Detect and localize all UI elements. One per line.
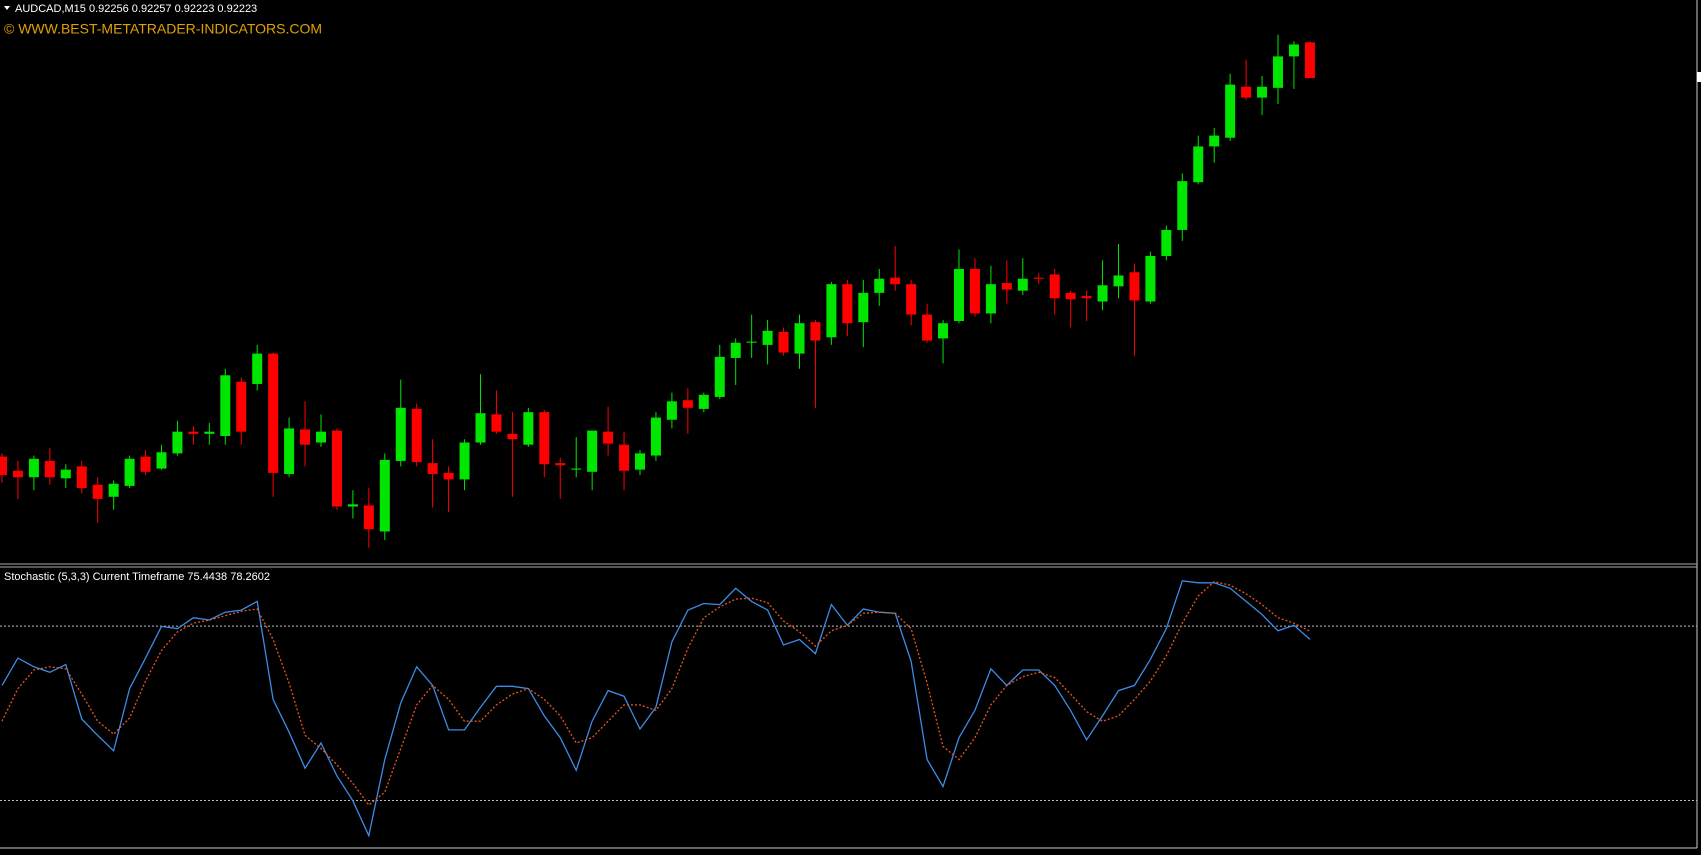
- candle-body: [475, 413, 486, 443]
- candle-body: [76, 466, 87, 489]
- price-marker: [1697, 72, 1701, 82]
- candle-body: [331, 430, 342, 507]
- candle-body: [762, 330, 773, 345]
- candle-body: [666, 401, 677, 420]
- candle-body: [938, 323, 949, 339]
- candle-body: [555, 463, 566, 466]
- candle-body: [1113, 275, 1124, 287]
- candle-body: [220, 375, 231, 437]
- candle-body: [12, 470, 23, 478]
- candle-body: [156, 452, 167, 469]
- candle-body: [858, 292, 869, 323]
- stochastic-line: [1, 580, 1311, 838]
- menu-triangle: [4, 6, 10, 10]
- candle-body: [316, 431, 326, 443]
- candle-body: [826, 284, 837, 338]
- candle-body: [650, 417, 661, 456]
- candle-body: [842, 284, 853, 324]
- candle-body: [491, 414, 502, 432]
- candle-body: [1177, 181, 1188, 230]
- candle-body: [60, 469, 71, 479]
- candle-body: [1017, 278, 1028, 291]
- candle-body: [523, 412, 534, 445]
- candle-body: [1065, 292, 1076, 300]
- candle-body: [1001, 283, 1012, 290]
- candle-body: [379, 459, 390, 532]
- candle-body: [188, 431, 199, 434]
- candle-body: [922, 314, 933, 341]
- candle-body: [985, 284, 996, 314]
- candle-body: [0, 456, 7, 476]
- candle-body: [363, 505, 374, 530]
- candle-body: [108, 483, 119, 497]
- candle-body: [140, 456, 151, 472]
- candle-body: [268, 353, 279, 473]
- candle-body: [954, 268, 964, 322]
- candle-body: [587, 430, 598, 472]
- indicator-title: Stochastic (5,3,3) Current Timeframe 75.…: [4, 571, 270, 583]
- candle-body: [778, 331, 789, 353]
- candle-body: [252, 353, 263, 384]
- candle-body: [969, 268, 980, 314]
- candle-body: [539, 412, 550, 465]
- candle-body: [682, 400, 693, 408]
- candle-body: [1225, 84, 1236, 138]
- candle-body: [92, 484, 103, 499]
- candle-body: [1049, 274, 1060, 299]
- candle-body: [1129, 272, 1140, 301]
- candle-body: [1193, 146, 1204, 183]
- candle-body: [698, 394, 709, 409]
- candle-body: [1209, 135, 1220, 147]
- candle-body: [204, 431, 215, 434]
- candle-body: [730, 342, 741, 358]
- candle-body: [124, 458, 135, 486]
- candle-body: [906, 284, 917, 315]
- candle-body: [1145, 255, 1156, 302]
- candle-body: [794, 323, 805, 354]
- candle-body: [571, 468, 582, 470]
- candle-body: [427, 463, 438, 474]
- watermark: © WWW.BEST-METATRADER-INDICATORS.COM: [4, 21, 322, 37]
- candle-body: [1097, 285, 1108, 302]
- candle-body: [890, 277, 901, 285]
- stochastic-line: [1, 580, 1311, 807]
- candle-body: [459, 442, 470, 480]
- candle-body: [1161, 229, 1172, 256]
- candle-body: [395, 407, 406, 461]
- candle-body: [746, 341, 757, 343]
- candle-body: [1288, 44, 1299, 57]
- candle-body: [347, 504, 358, 507]
- candle-body: [619, 444, 630, 471]
- candle-body: [603, 431, 614, 444]
- candle-body: [810, 322, 821, 341]
- candle-body: [1257, 86, 1268, 98]
- candle-body: [507, 433, 518, 440]
- candle-body: [443, 472, 454, 480]
- candle-body: [300, 429, 311, 445]
- candle-body: [635, 453, 645, 470]
- candle-body: [236, 381, 247, 432]
- symbol-header: AUDCAD,M15 0.92256 0.92257 0.92223 0.922…: [15, 3, 257, 15]
- candle-body: [1241, 86, 1252, 98]
- candle-body: [1273, 56, 1283, 88]
- candle-body: [1081, 296, 1092, 299]
- candle-body: [1033, 277, 1044, 279]
- candle-body: [714, 356, 725, 397]
- candle-body: [28, 458, 39, 478]
- candle-body: [874, 278, 885, 293]
- candle-body: [1304, 42, 1315, 79]
- candle-body: [284, 428, 295, 474]
- candle-body: [172, 431, 183, 454]
- candle-body: [411, 408, 422, 463]
- candle-body: [44, 460, 55, 478]
